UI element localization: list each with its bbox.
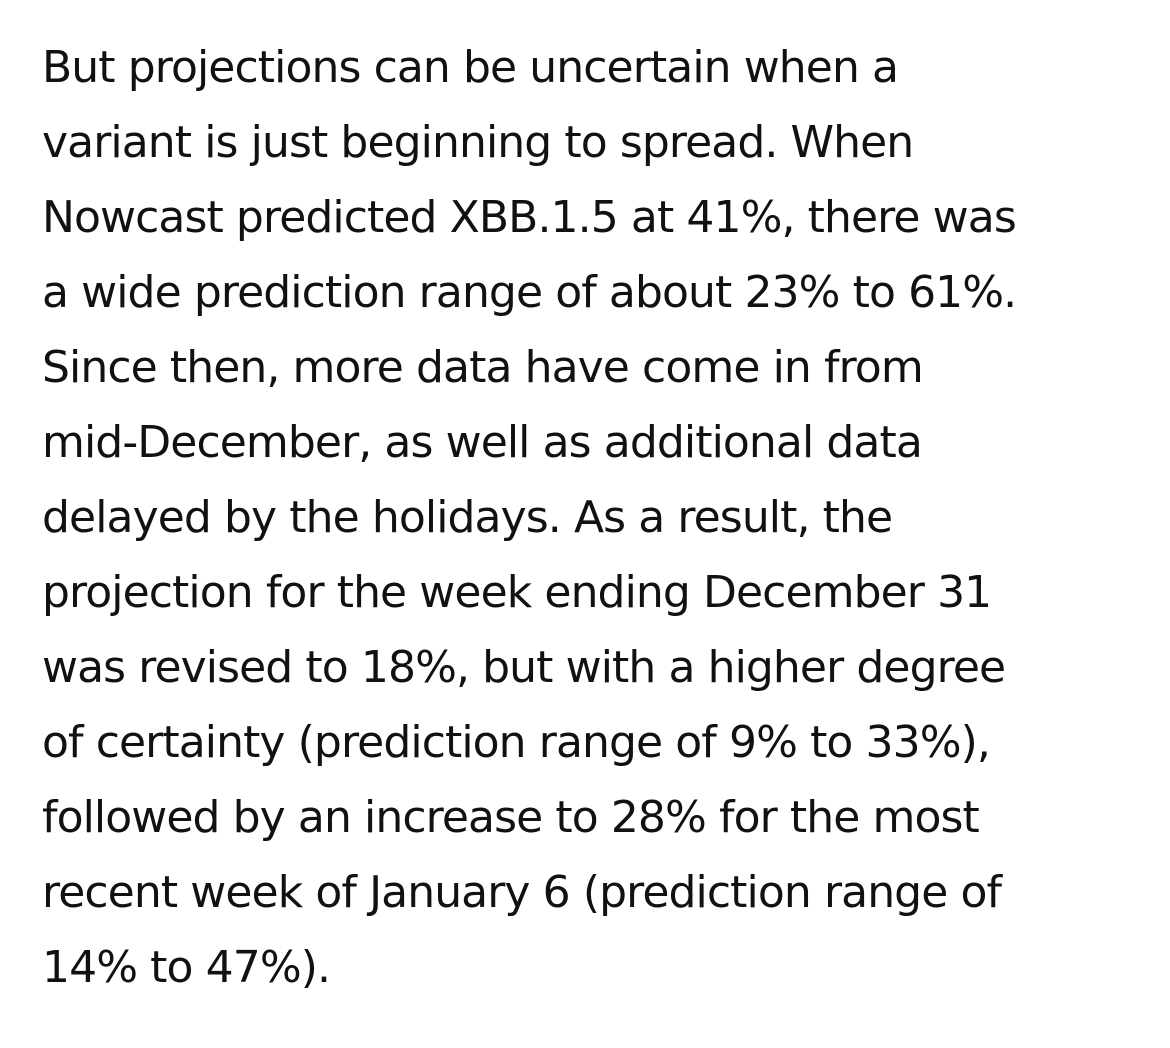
paragraph-line: was revised to 18%, but with a higher de… xyxy=(42,642,1006,693)
article-paragraph: But projections can be uncertain when a … xyxy=(42,30,1152,1005)
paragraph-line: variant is just beginning to spread. Whe… xyxy=(42,117,914,168)
paragraph-line: But projections can be uncertain when a xyxy=(42,42,899,93)
paragraph-line: a wide prediction range of about 23% to … xyxy=(42,267,1017,318)
paragraph-line: delayed by the holidays. As a result, th… xyxy=(42,492,893,543)
paragraph-line: Since then, more data have come in from xyxy=(42,342,924,393)
paragraph-line: projection for the week ending December … xyxy=(42,567,992,618)
paragraph-line: Nowcast predicted XBB.1.5 at 41%, there … xyxy=(42,192,1017,243)
paragraph-line: of certainty (prediction range of 9% to … xyxy=(42,717,991,768)
paragraph-line: recent week of January 6 (prediction ran… xyxy=(42,867,1002,918)
paragraph-line: followed by an increase to 28% for the m… xyxy=(42,792,980,843)
paragraph-line: mid-December, as well as additional data xyxy=(42,417,923,468)
paragraph-line: 14% to 47%). xyxy=(42,942,331,993)
